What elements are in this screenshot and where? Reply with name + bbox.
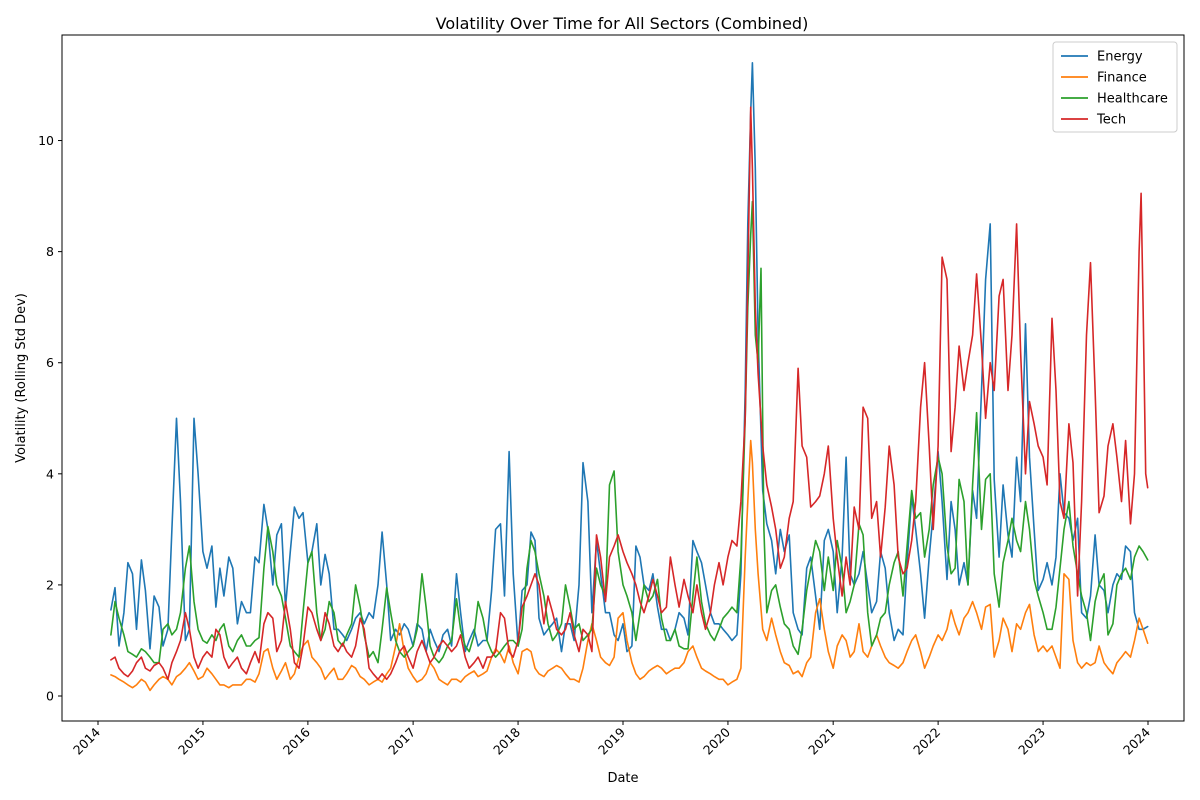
legend-label-energy: Energy (1097, 50, 1143, 65)
y-tick-label: 6 (46, 355, 54, 370)
series-line-finance (110, 439, 1149, 692)
x-axis-title: Date (607, 771, 638, 786)
y-tick-label: 4 (46, 466, 54, 481)
plot-area (62, 35, 1184, 721)
y-tick-label: 2 (46, 577, 54, 592)
y-tick-label: 0 (46, 689, 54, 704)
legend-label-finance: Finance (1097, 71, 1147, 86)
legend: Energy Finance Healthcare Tech (1052, 41, 1178, 133)
chart-title: Volatility Over Time for All Sectors (Co… (436, 14, 809, 33)
series-line-tech (110, 106, 1149, 681)
series-line-healthcare (110, 200, 1149, 664)
y-axis-title: Volatility (Rolling Std Dev) (14, 293, 29, 463)
y-tick-label: 8 (46, 244, 54, 259)
y-axis: 0 2 4 6 8 10 (38, 133, 62, 704)
legend-label-healthcare: Healthcare (1097, 92, 1168, 107)
series-layer (110, 61, 1149, 692)
legend-label-tech: Tech (1096, 113, 1126, 128)
series-line-energy (110, 61, 1149, 653)
axes-background (62, 35, 1184, 721)
y-tick-label: 10 (38, 133, 54, 148)
legend-box (1052, 41, 1178, 133)
